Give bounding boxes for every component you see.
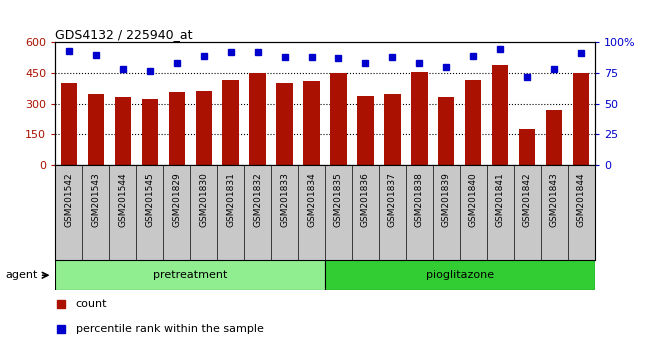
Text: GSM201840: GSM201840 <box>469 172 478 227</box>
Bar <box>546 110 562 165</box>
Bar <box>465 80 482 165</box>
Bar <box>168 92 185 165</box>
Bar <box>325 260 595 290</box>
Bar <box>304 81 320 165</box>
Text: GSM201833: GSM201833 <box>280 172 289 227</box>
Text: GSM201844: GSM201844 <box>577 172 586 227</box>
Bar <box>573 73 590 165</box>
Text: GSM201841: GSM201841 <box>496 172 505 227</box>
Text: GSM201838: GSM201838 <box>415 172 424 227</box>
Bar <box>358 96 374 165</box>
Bar <box>384 95 400 165</box>
Bar <box>60 83 77 165</box>
Bar <box>88 95 104 165</box>
Text: GSM201839: GSM201839 <box>442 172 451 227</box>
Text: GSM201842: GSM201842 <box>523 172 532 227</box>
Bar <box>196 91 212 165</box>
Text: GSM201843: GSM201843 <box>550 172 559 227</box>
Text: agent: agent <box>6 270 38 280</box>
Text: GSM201545: GSM201545 <box>145 172 154 227</box>
Text: GSM201830: GSM201830 <box>199 172 208 227</box>
Text: GSM201836: GSM201836 <box>361 172 370 227</box>
Bar <box>492 65 508 165</box>
Text: percentile rank within the sample: percentile rank within the sample <box>76 324 264 334</box>
Text: GSM201834: GSM201834 <box>307 172 316 227</box>
Text: count: count <box>76 299 107 309</box>
Text: GSM201832: GSM201832 <box>253 172 262 227</box>
Bar <box>55 260 325 290</box>
Text: pioglitazone: pioglitazone <box>426 270 494 280</box>
Bar <box>438 97 454 165</box>
Text: GSM201837: GSM201837 <box>388 172 397 227</box>
Text: GSM201542: GSM201542 <box>64 172 73 227</box>
Bar <box>250 73 266 165</box>
Text: GSM201543: GSM201543 <box>91 172 100 227</box>
Text: GDS4132 / 225940_at: GDS4132 / 225940_at <box>55 28 193 41</box>
Text: GSM201544: GSM201544 <box>118 172 127 227</box>
Text: GSM201835: GSM201835 <box>334 172 343 227</box>
Bar <box>519 129 536 165</box>
Text: GSM201829: GSM201829 <box>172 172 181 227</box>
Bar <box>276 83 292 165</box>
Bar <box>142 99 158 165</box>
Bar <box>330 73 346 165</box>
Text: pretreatment: pretreatment <box>153 270 228 280</box>
Bar <box>114 97 131 165</box>
Text: GSM201831: GSM201831 <box>226 172 235 227</box>
Bar <box>411 72 428 165</box>
Bar <box>222 80 239 165</box>
